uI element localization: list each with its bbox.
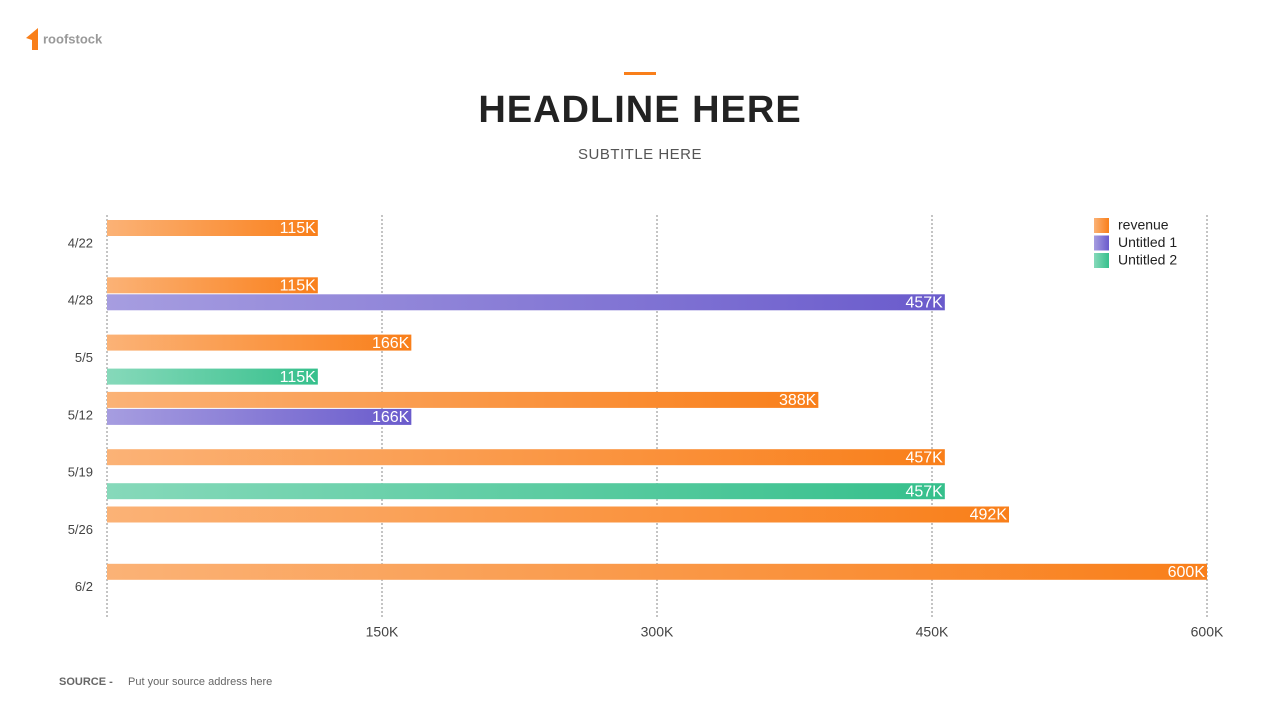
logo-mark: [26, 28, 38, 50]
bar: [107, 563, 1207, 580]
x-tick-label: 600K: [1191, 624, 1224, 640]
bar: [107, 368, 318, 385]
title-accent: [624, 72, 656, 75]
value-label: 115K: [280, 369, 317, 386]
legend-label: revenue: [1118, 217, 1169, 233]
x-tick-label: 150K: [366, 624, 399, 640]
x-tick-label: 450K: [916, 624, 949, 640]
legend-swatch: [1094, 218, 1109, 233]
value-label: 166K: [372, 335, 410, 352]
legend-swatch: [1094, 235, 1109, 251]
y-tick-label: 6/2: [75, 579, 93, 594]
legend-label: Untitled 1: [1118, 234, 1177, 250]
value-label: 600K: [1168, 564, 1206, 581]
bar: [107, 294, 945, 311]
y-tick-label: 4/28: [68, 293, 93, 308]
chart-title: HEADLINE HERE: [478, 89, 801, 131]
bar: [107, 449, 945, 466]
legend-label: Untitled 2: [1118, 252, 1177, 268]
bar: [107, 391, 819, 408]
y-tick-label: 4/22: [68, 235, 93, 250]
y-tick-label: 5/12: [68, 407, 93, 422]
y-tick-label: 5/5: [75, 350, 93, 365]
y-tick-label: 5/19: [68, 465, 93, 480]
y-tick-label: 5/26: [68, 522, 93, 537]
source-label: SOURCE -: [59, 676, 113, 688]
legend-swatch: [1094, 253, 1109, 268]
brand: roofstock: [43, 31, 103, 46]
value-label: 492K: [970, 507, 1008, 524]
bar: [107, 277, 318, 294]
x-tick-label: 300K: [641, 624, 674, 640]
value-label: 166K: [372, 409, 410, 426]
value-label: 457K: [905, 483, 943, 500]
value-label: 115K: [280, 220, 317, 237]
bar: [107, 506, 1009, 523]
value-label: 388K: [779, 392, 817, 409]
bar: [107, 220, 318, 236]
source-text: Put your source address here: [128, 676, 272, 688]
bar: [107, 408, 412, 425]
value-label: 457K: [905, 449, 943, 466]
bar: [107, 334, 412, 351]
value-label: 115K: [280, 278, 317, 295]
bar: [107, 483, 945, 500]
chart-subtitle: SUBTITLE HERE: [578, 146, 702, 163]
value-label: 457K: [905, 295, 943, 312]
